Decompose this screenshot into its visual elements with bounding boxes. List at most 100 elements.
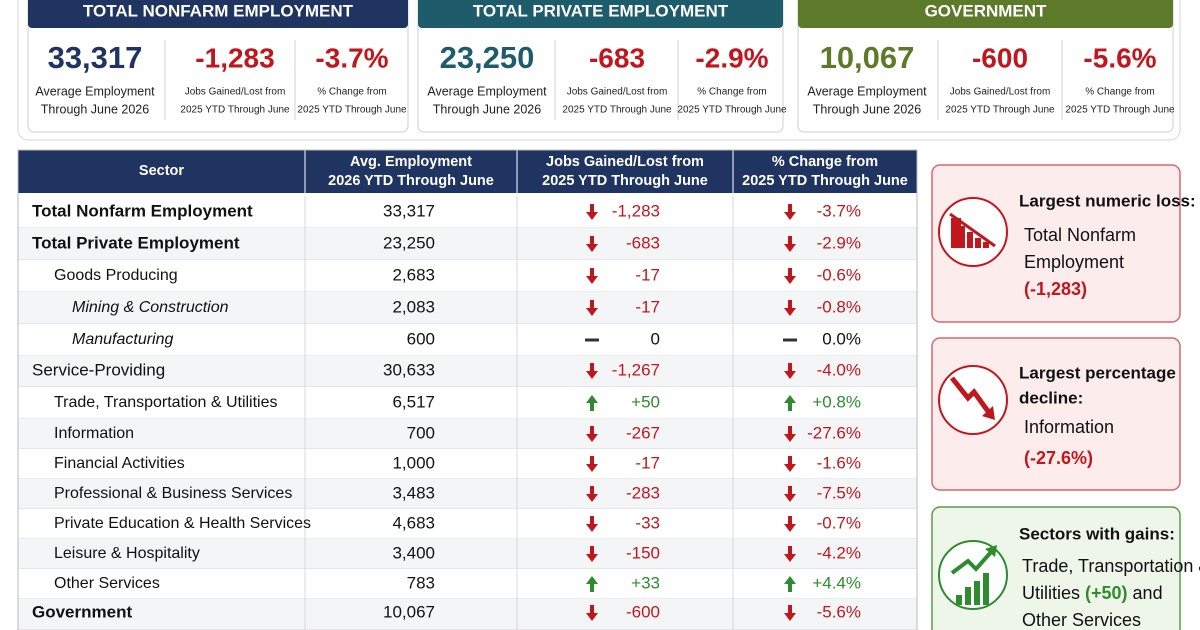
percent-change: +0.8% <box>812 392 861 411</box>
percent-change: -0.6% <box>817 265 861 284</box>
down-arrow <box>586 426 598 442</box>
percent-change: 0.0% <box>822 329 861 348</box>
sector-name: Financial Activities <box>54 455 185 472</box>
icon-bar <box>983 573 989 605</box>
stat-label: % Change from <box>1085 87 1154 98</box>
jobs-change: -17 <box>635 297 660 316</box>
stat-value: -1,283 <box>195 42 274 73</box>
down-arrow <box>586 268 598 284</box>
jobs-change: 0 <box>651 329 660 348</box>
sector-name: Goods Producing <box>54 267 178 284</box>
stat-value: -2.9% <box>695 42 768 73</box>
down-arrow <box>784 300 796 316</box>
up-arrow <box>784 576 796 592</box>
jobs-change: -17 <box>635 453 660 472</box>
percent-change: -2.9% <box>817 233 861 252</box>
employment: 2,683 <box>392 265 435 284</box>
table-row <box>18 356 917 387</box>
column-header: 2025 YTD Through June <box>742 173 908 189</box>
down-arrow <box>784 204 796 220</box>
down-arrow <box>586 300 598 316</box>
callout-highlight: (-1,283) <box>1024 279 1087 299</box>
employment: 2,083 <box>392 297 435 316</box>
down-arrow <box>586 516 598 532</box>
stat-value: -600 <box>972 42 1028 73</box>
stat-value: 33,317 <box>48 40 143 75</box>
employment: 33,317 <box>383 201 435 220</box>
employment: 30,633 <box>383 360 435 379</box>
callout-title: Largest percentage <box>1019 363 1176 382</box>
icon-bar <box>974 581 980 605</box>
callout-line: (-1,283) <box>1024 279 1087 299</box>
card-title: TOTAL NONFARM EMPLOYMENT <box>83 1 354 20</box>
sector-name: Professional & Business Services <box>54 485 292 502</box>
employment: 600 <box>407 329 435 348</box>
table-row <box>18 260 917 292</box>
sector-name: Leisure & Hospitality <box>54 545 200 562</box>
sector-name: Total Private Employment <box>32 233 240 252</box>
jobs-change: -150 <box>626 543 660 562</box>
up-arrow <box>586 395 598 411</box>
stat-label: Through June 2026 <box>813 102 921 116</box>
callout-highlight: (+50) <box>1085 583 1128 603</box>
percent-change: -1.6% <box>817 453 861 472</box>
callout-text: Employment <box>1024 252 1124 272</box>
down-arrow <box>784 605 796 621</box>
stat-label: % Change from <box>697 87 766 98</box>
callout-title: Largest numeric loss: <box>1019 191 1196 210</box>
down-arrow <box>784 456 796 472</box>
icon-line <box>949 212 996 248</box>
percent-change: -3.7% <box>817 201 861 220</box>
table-row <box>18 479 917 509</box>
employment: 700 <box>407 423 435 442</box>
down-arrow <box>784 546 796 562</box>
icon-bar <box>956 595 962 605</box>
column-header: 2025 YTD Through June <box>542 173 708 189</box>
callout-line: Employment <box>1024 252 1124 272</box>
table-row <box>18 599 917 630</box>
up-arrow <box>784 395 796 411</box>
column-header: 2026 YTD Through June <box>328 173 494 189</box>
jobs-change: -683 <box>626 233 660 252</box>
stat-label: Average Employment <box>807 84 927 98</box>
icon-arrowhead <box>985 545 997 557</box>
down-arrow <box>784 236 796 252</box>
stat-label: Average Employment <box>35 84 155 98</box>
icon-bar <box>965 587 971 605</box>
stat-label: 2025 YTD Through June <box>297 105 407 116</box>
column-header: % Change from <box>772 154 878 170</box>
jobs-change: -17 <box>635 265 660 284</box>
stat-label: 2025 YTD Through June <box>677 105 787 116</box>
table-row <box>18 449 917 479</box>
stat-label: Average Employment <box>427 84 547 98</box>
card-header <box>28 0 408 28</box>
sector-name: Mining & Construction <box>72 299 229 316</box>
percent-change: -5.6% <box>817 602 861 621</box>
card <box>797 0 1174 133</box>
jobs-change: +33 <box>631 573 660 592</box>
percent-change: -7.5% <box>817 483 861 502</box>
down-arrow <box>784 516 796 532</box>
up-arrow <box>586 576 598 592</box>
down-arrow <box>784 426 796 442</box>
table-header <box>18 150 917 193</box>
jobs-change: +50 <box>631 392 660 411</box>
icon-line <box>950 549 994 575</box>
jobs-change: -283 <box>626 483 660 502</box>
stat-label: 2025 YTD Through June <box>180 105 290 116</box>
stat-value: 23,250 <box>440 40 535 75</box>
icon-bar <box>983 242 989 248</box>
table-row <box>18 324 917 356</box>
table-row <box>18 509 917 539</box>
table-row <box>18 292 917 324</box>
stat-label: 2025 YTD Through June <box>1065 105 1175 116</box>
jobs-change: -600 <box>626 602 660 621</box>
column-header: Sector <box>139 163 184 179</box>
card-title: GOVERNMENT <box>925 1 1047 20</box>
callout-text: Utilities <box>1022 583 1085 603</box>
icon-bar <box>959 226 965 248</box>
callout-text: Trade, Transportation & <box>1022 556 1200 576</box>
employment: 10,067 <box>383 602 435 621</box>
stat-label: 2025 YTD Through June <box>562 105 672 116</box>
icon-bar <box>967 232 973 248</box>
